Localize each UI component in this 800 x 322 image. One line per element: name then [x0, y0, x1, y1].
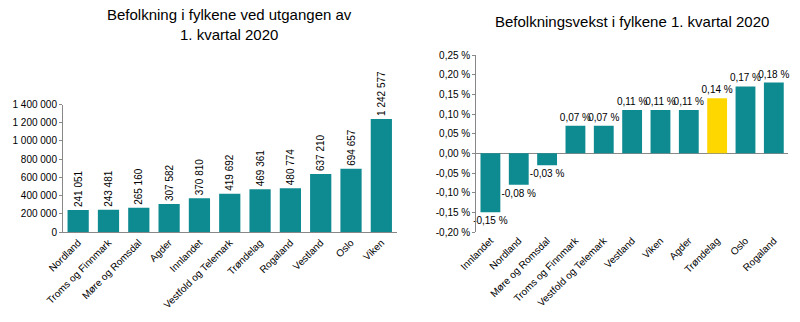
svg-text:0,14 %: 0,14 %: [702, 84, 733, 95]
svg-text:694 657: 694 657: [346, 129, 357, 166]
svg-text:Trøndelag: Trøndelag: [225, 237, 265, 277]
svg-text:Troms og Finnmark: Troms og Finnmark: [45, 236, 115, 306]
svg-text:637 210: 637 210: [315, 134, 326, 171]
svg-text:241 051: 241 051: [73, 170, 84, 207]
svg-text:Troms og Finnmark: Troms og Finnmark: [512, 234, 582, 304]
svg-text:1 200 000: 1 200 000: [13, 117, 58, 128]
svg-text:0,07 %: 0,07 %: [588, 112, 619, 123]
svg-text:Agder: Agder: [147, 237, 174, 264]
svg-text:-0,03 %: -0,03 %: [530, 168, 565, 179]
svg-text:Vestfold og Telemark: Vestfold og Telemark: [535, 234, 609, 308]
svg-text:0,11 %: 0,11 %: [674, 96, 704, 107]
svg-text:0,05 %: 0,05 %: [439, 128, 470, 139]
svg-text:Nordland: Nordland: [487, 235, 523, 271]
svg-text:600 000: 600 000: [21, 172, 58, 183]
svg-text:0,10 %: 0,10 %: [439, 109, 470, 120]
svg-text:Innlandet: Innlandet: [458, 235, 495, 272]
svg-text:1 400 000: 1 400 000: [13, 99, 58, 110]
svg-text:Agder: Agder: [667, 235, 694, 262]
svg-text:200 000: 200 000: [21, 208, 58, 219]
svg-text:265 160: 265 160: [133, 168, 144, 205]
svg-text:1 000 000: 1 000 000: [13, 135, 58, 146]
svg-text:-0,10 %: -0,10 %: [436, 187, 471, 198]
svg-text:0,20 %: 0,20 %: [439, 69, 470, 80]
svg-text:Oslo: Oslo: [728, 235, 751, 258]
svg-text:0: 0: [51, 227, 57, 238]
svg-text:-0,15 %: -0,15 %: [473, 215, 508, 226]
svg-text:Befolkning i fylkene ved utgan: Befolkning i fylkene ved utgangen av1. k…: [107, 6, 352, 43]
svg-text:800 000: 800 000: [21, 154, 58, 165]
svg-text:0,15 %: 0,15 %: [439, 89, 470, 100]
svg-text:-0,08 %: -0,08 %: [501, 188, 536, 199]
svg-text:0,00 %: 0,00 %: [439, 148, 470, 159]
svg-text:Møre og Romsdal: Møre og Romsdal: [80, 237, 144, 301]
svg-text:419 692: 419 692: [224, 154, 235, 191]
svg-text:Rogaland: Rogaland: [257, 237, 295, 275]
svg-text:-0,05 %: -0,05 %: [436, 168, 471, 179]
svg-text:0,11 %: 0,11 %: [617, 96, 647, 107]
svg-text:370 810: 370 810: [194, 159, 205, 196]
svg-text:1 242 577: 1 242 577: [376, 71, 387, 116]
svg-text:480 774: 480 774: [285, 149, 296, 186]
svg-text:0,17 %: 0,17 %: [730, 72, 761, 83]
svg-text:Vestland: Vestland: [291, 237, 326, 272]
svg-text:Viken: Viken: [640, 235, 665, 260]
svg-text:Oslo: Oslo: [334, 237, 357, 260]
svg-text:Trøndelag: Trøndelag: [682, 235, 722, 275]
svg-text:Vestfold og Telemark: Vestfold og Telemark: [161, 236, 235, 310]
svg-text:307 582: 307 582: [164, 164, 175, 201]
svg-text:Rogaland: Rogaland: [741, 235, 779, 273]
svg-text:0,18 %: 0,18 %: [758, 69, 789, 80]
svg-text:-0,20 %: -0,20 %: [436, 227, 471, 238]
svg-text:469 361: 469 361: [255, 150, 266, 187]
svg-text:243 481: 243 481: [103, 170, 114, 207]
svg-text:Befolkningsvekst i fylkene 1.: Befolkningsvekst i fylkene 1. kvartal 20…: [495, 13, 769, 30]
svg-text:Møre og Romsdal: Møre og Romsdal: [488, 235, 552, 299]
svg-text:0,07 %: 0,07 %: [560, 112, 591, 123]
svg-text:Nordland: Nordland: [47, 237, 83, 273]
svg-text:400 000: 400 000: [21, 190, 58, 201]
svg-text:Vestland: Vestland: [602, 235, 637, 270]
svg-text:0,11 %: 0,11 %: [645, 96, 675, 107]
svg-text:Innlandet: Innlandet: [167, 237, 204, 274]
svg-text:Viken: Viken: [361, 237, 386, 262]
svg-text:-0,15 %: -0,15 %: [436, 207, 471, 218]
svg-text:0,25 %: 0,25 %: [439, 50, 470, 61]
